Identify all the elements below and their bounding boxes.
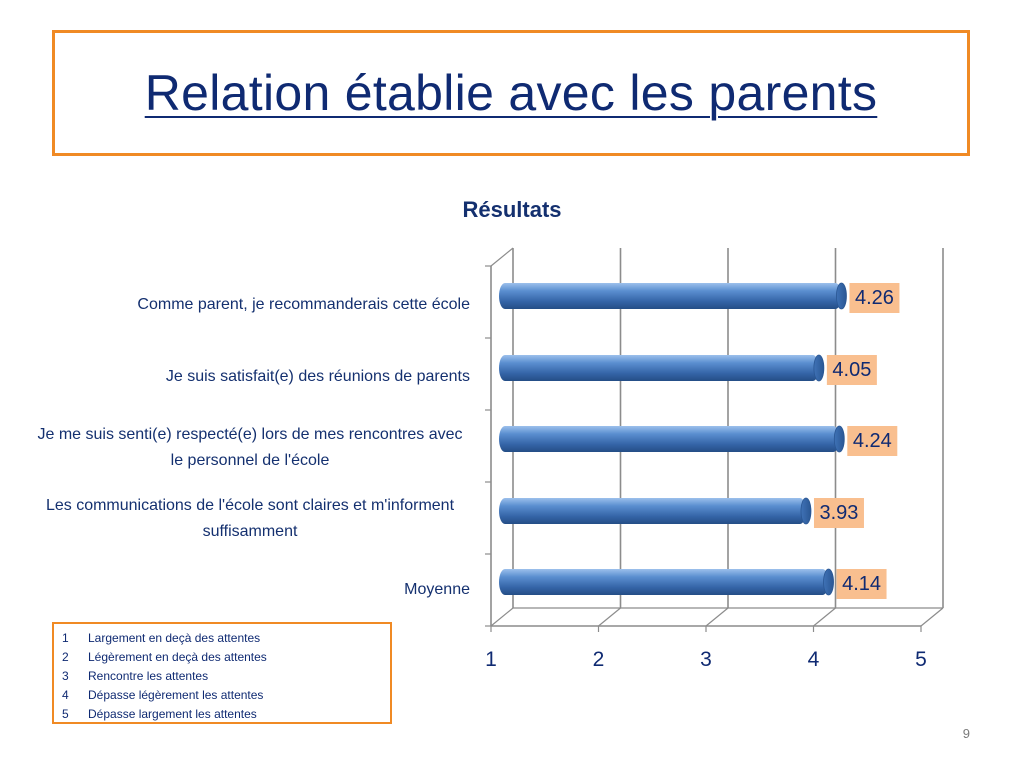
bar-body [499, 283, 842, 309]
bar-cap [800, 497, 812, 525]
x-tick-label: 1 [485, 648, 497, 671]
data-label-bg [813, 498, 864, 528]
category-label: Je suis satisfait(e) des réunions de par… [30, 347, 470, 407]
bar: 4.26 [499, 282, 900, 313]
bar-cap [833, 425, 845, 453]
legend-number: 4 [62, 688, 69, 702]
data-label-bg [847, 426, 898, 456]
legend-item: 4 Dépasse légèrement les attentes [62, 686, 382, 705]
data-label: 3.93 [820, 502, 859, 524]
bar-body [499, 426, 840, 452]
category-label: Je me suis senti(e) respecté(e) lors de … [30, 418, 470, 478]
title-box: Relation établie avec les parents [52, 30, 970, 156]
floor-line [920, 607, 944, 627]
legend-text: Dépasse légèrement les attentes [88, 688, 264, 702]
category-label: Comme parent, je recommanderais cette éc… [30, 275, 470, 335]
bar: 4.14 [499, 568, 887, 599]
legend-text: Largement en deçà des attentes [88, 631, 261, 645]
legend-number: 1 [62, 631, 69, 645]
category-label-text: Moyenne [404, 581, 470, 598]
category-label-text: Je me suis senti(e) respecté(e) lors de … [37, 426, 463, 469]
bar: 3.93 [499, 497, 864, 528]
data-label-bg [826, 355, 877, 385]
category-label-text: Je suis satisfait(e) des réunions de par… [165, 368, 470, 385]
data-label: 4.24 [853, 430, 892, 452]
data-label-bg [836, 569, 887, 599]
legend-text: Dépasse largement les attentes [88, 707, 257, 721]
x-tick-label: 2 [593, 648, 605, 671]
legend-number: 5 [62, 707, 69, 721]
bar: 4.24 [499, 425, 898, 456]
category-label-text: Les communications de l'école sont clair… [45, 497, 455, 540]
axis-line [490, 247, 514, 267]
legend-text: Rencontre les attentes [88, 669, 209, 683]
scale-legend: 1 Largement en deçà des attentes 2 Légèreme… [52, 622, 392, 724]
chart-title: Résultats [462, 197, 562, 222]
x-tick-label: 4 [808, 648, 820, 671]
legend-item: 5 Dépasse largement les attentes [62, 705, 382, 724]
legend-text: Légèrement en deçà des attentes [88, 650, 267, 664]
slide-title: Relation établie avec les parents [144, 65, 878, 121]
bar-cap [823, 568, 834, 596]
bar-body [499, 569, 829, 595]
data-label: 4.26 [855, 287, 894, 309]
bar-cap [813, 354, 825, 382]
data-label: 4.05 [832, 359, 871, 381]
legend-item: 3 Rencontre les attentes [62, 667, 382, 686]
data-label-bg [849, 283, 900, 313]
floor-line [813, 607, 836, 627]
x-tick-label: 3 [700, 648, 712, 671]
legend-number: 3 [62, 669, 69, 683]
floor-line [705, 607, 729, 627]
bar-cap [836, 282, 847, 310]
data-label: 4.14 [842, 573, 881, 595]
category-label-text: Comme parent, je recommanderais cette éc… [137, 296, 470, 313]
bar-body [499, 498, 806, 524]
page-number: 9 [962, 726, 970, 741]
legend-number: 2 [62, 650, 69, 664]
x-tick-label: 5 [915, 648, 927, 671]
legend-item: 2 Légèrement en deçà des attentes [62, 648, 382, 667]
legend-item: 1 Largement en deçà des attentes [62, 629, 382, 648]
bar: 4.05 [499, 354, 877, 385]
floor-line [598, 607, 621, 627]
category-label: Moyenne [30, 560, 470, 620]
category-label: Les communications de l'école sont clair… [30, 489, 470, 549]
bar-body [499, 355, 819, 381]
floor-line [490, 607, 514, 627]
